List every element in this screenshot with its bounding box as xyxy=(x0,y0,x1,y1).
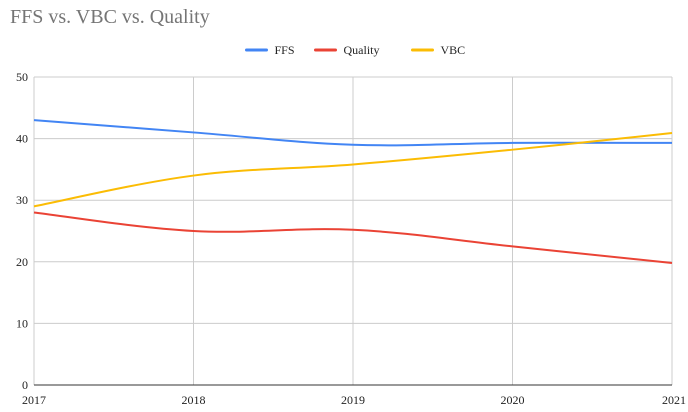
legend-item-quality: Quality xyxy=(314,43,380,57)
series-lines xyxy=(33,119,673,265)
y-tick-label: 50 xyxy=(16,70,28,84)
y-tick-label: 10 xyxy=(16,316,28,330)
series-line-quality xyxy=(33,211,673,265)
x-tick-label: 2020 xyxy=(501,393,525,407)
legend: FFS Quality VBC xyxy=(245,43,466,57)
y-tick-label: 0 xyxy=(22,378,28,392)
series-line-vbc xyxy=(33,132,673,208)
axes: 0 10 20 30 40 50 2017 2018 2019 2020 2021 xyxy=(16,70,686,407)
x-tick-label: 2017 xyxy=(22,393,46,407)
y-tick-label: 30 xyxy=(16,193,28,207)
chart-title: FFS vs. VBC vs. Quality xyxy=(10,6,210,28)
x-tick-label: 2018 xyxy=(182,393,206,407)
legend-item-vbc: VBC xyxy=(411,43,466,57)
legend-label-quality: Quality xyxy=(344,43,380,57)
y-tick-label: 40 xyxy=(16,132,28,146)
y-tick-label: 20 xyxy=(16,255,28,269)
legend-label-vbc: VBC xyxy=(441,43,466,57)
x-tick-label: 2021 xyxy=(662,393,686,407)
legend-label-ffs: FFS xyxy=(275,43,295,57)
gridlines xyxy=(33,76,673,385)
legend-item-ffs: FFS xyxy=(245,43,295,57)
series-line-ffs xyxy=(33,119,673,147)
x-tick-label: 2019 xyxy=(341,393,365,407)
